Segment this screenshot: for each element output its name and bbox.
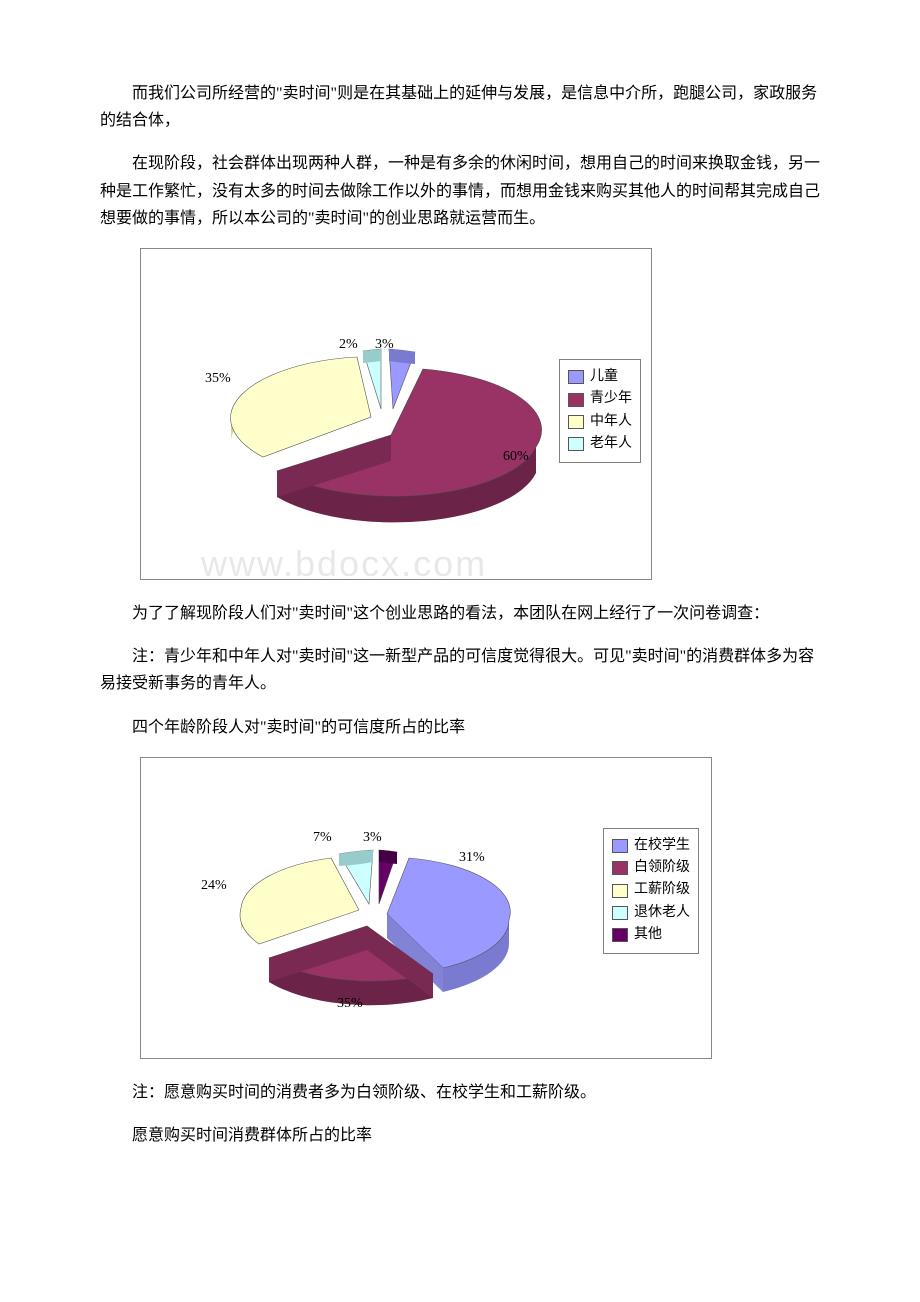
legend-swatch	[568, 393, 584, 407]
legend-label: 其他	[634, 924, 662, 946]
pie1-label-60pct: 60%	[503, 449, 529, 465]
legend-item: 工薪阶级	[612, 879, 690, 901]
legend-item: 中年人	[568, 411, 632, 433]
legend-swatch	[612, 861, 628, 875]
legend-swatch	[612, 906, 628, 920]
pie2-label-31pct: 31%	[459, 850, 485, 866]
legend-label: 白领阶级	[634, 857, 690, 879]
legend-label: 在校学生	[634, 835, 690, 857]
paragraph-6: 注：愿意购买时间的消费者多为白领阶级、在校学生和工薪阶级。	[100, 1079, 820, 1106]
paragraph-1: 而我们公司所经营的"卖时间"则是在其基础上的延伸与发展，是信息中介所，跑腿公司，…	[100, 80, 820, 134]
legend-swatch	[612, 928, 628, 942]
pie2-label-35pct: 35%	[337, 996, 363, 1012]
legend-label: 工薪阶级	[634, 879, 690, 901]
pie1-label-35pct: 35%	[205, 371, 231, 387]
pie-chart-age-group: 2% 3% 35% 60% 儿童 青少年 中年人 老年人 www.bdocx.c…	[140, 248, 652, 580]
legend-swatch	[568, 415, 584, 429]
document-page: 而我们公司所经营的"卖时间"则是在其基础上的延伸与发展，是信息中介所，跑腿公司，…	[0, 0, 920, 1225]
legend-item: 白领阶级	[612, 857, 690, 879]
legend-swatch	[568, 437, 584, 451]
paragraph-3: 为了了解现阶段人们对"卖时间"这个创业思路的看法，本团队在网上经行了一次问卷调查…	[100, 600, 820, 627]
legend-item: 其他	[612, 924, 690, 946]
legend-label: 中年人	[590, 411, 632, 433]
paragraph-4: 注：青少年和中年人对"卖时间"这一新型产品的可信度觉得很大。可见"卖时间"的消费…	[100, 643, 820, 697]
paragraph-7: 愿意购买时间消费群体所占的比率	[100, 1122, 820, 1149]
pie-chart-consumer-group: 7% 3% 31% 24% 35% 在校学生 白领阶级 工薪阶级 退休老人	[140, 757, 712, 1059]
pie2-label-7pct: 7%	[313, 830, 332, 846]
legend-label: 退休老人	[634, 902, 690, 924]
pie1-label-2pct: 2%	[339, 337, 358, 353]
pie2-legend: 在校学生 白领阶级 工薪阶级 退休老人 其他	[603, 828, 699, 954]
pie2-label-3pct: 3%	[363, 830, 382, 846]
legend-swatch	[568, 370, 584, 384]
legend-swatch	[612, 884, 628, 898]
legend-item: 青少年	[568, 388, 632, 410]
legend-label: 儿童	[590, 366, 618, 388]
paragraph-5: 四个年龄阶段人对"卖时间"的可信度所占的比率	[100, 714, 820, 741]
legend-item: 老年人	[568, 433, 632, 455]
pie1-label-3pct: 3%	[375, 337, 394, 353]
legend-label: 青少年	[590, 388, 632, 410]
paragraph-2: 在现阶段，社会群体出现两种人群，一种是有多余的休闲时间，想用自己的时间来换取金钱…	[100, 150, 820, 232]
legend-item: 儿童	[568, 366, 632, 388]
pie1-legend: 儿童 青少年 中年人 老年人	[559, 359, 641, 463]
legend-swatch	[612, 839, 628, 853]
pie2-label-24pct: 24%	[201, 878, 227, 894]
legend-item: 在校学生	[612, 835, 690, 857]
legend-item: 退休老人	[612, 902, 690, 924]
legend-label: 老年人	[590, 433, 632, 455]
